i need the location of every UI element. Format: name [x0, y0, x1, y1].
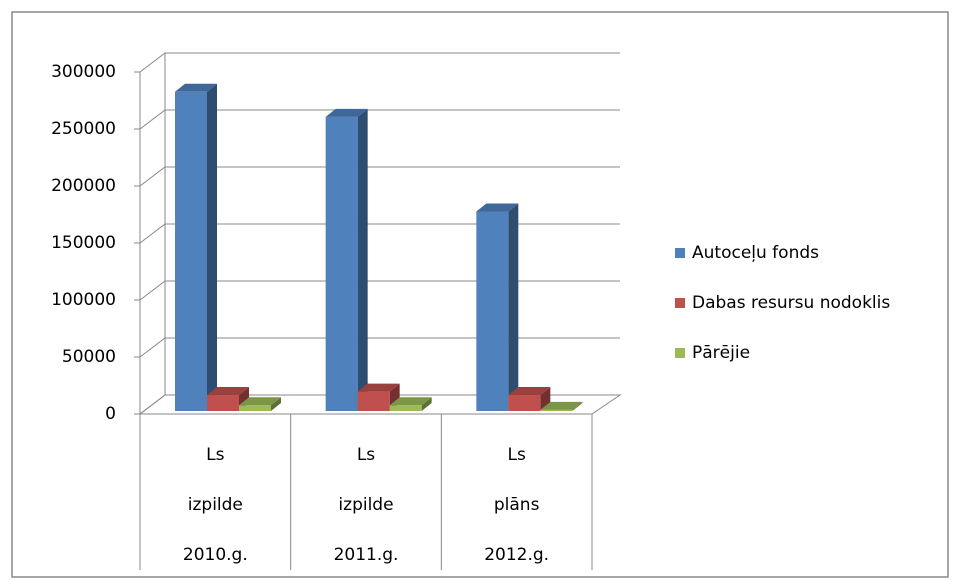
bar [476, 211, 509, 411]
grid-line [139, 337, 620, 358]
x-tick-label: 2010.g. [183, 545, 248, 565]
legend-swatch [675, 248, 685, 258]
bar [207, 395, 239, 411]
bar-top [357, 383, 400, 392]
grid-line [139, 52, 620, 73]
bar-side [572, 401, 583, 411]
y-tick-label: 200000 [51, 176, 116, 196]
y-tick-label: 50000 [62, 347, 116, 367]
x-tick-label: Ls [357, 445, 375, 465]
y-tick-label: 100000 [51, 290, 116, 310]
y-tick-label: 150000 [51, 233, 116, 253]
legend-swatch [675, 348, 685, 358]
bar [389, 405, 422, 411]
bar-top [476, 203, 519, 212]
bar [508, 395, 541, 411]
y-tick-label: 250000 [51, 119, 116, 139]
bar-side [357, 108, 368, 411]
x-tick-label: Ls [206, 445, 224, 465]
bar [175, 91, 207, 412]
bar [239, 405, 271, 411]
bar-top [207, 387, 249, 396]
bar [357, 391, 390, 411]
bar-top [175, 83, 217, 92]
x-tick-label: plāns [494, 495, 540, 515]
bar-side [421, 397, 432, 411]
grid-line [139, 394, 620, 415]
y-tick-label: 0 [105, 404, 116, 424]
grid-line [139, 166, 620, 187]
grid-line [139, 109, 620, 130]
bar-top [540, 401, 583, 410]
bar-side [271, 397, 281, 411]
y-tick-label: 300000 [51, 62, 116, 82]
bar-top [325, 108, 368, 117]
legend-label: Autoceļu fonds [692, 243, 819, 263]
x-tick-label: izpilde [338, 495, 393, 515]
grid-line [139, 280, 620, 301]
bar [325, 116, 358, 411]
bar-top [508, 387, 551, 396]
x-tick-label: 2012.g. [484, 545, 549, 565]
bar-top [239, 397, 281, 406]
x-tick-label: Ls [508, 445, 526, 465]
x-tick-label: izpilde [188, 495, 243, 515]
bar-side [207, 83, 217, 412]
legend-label: Dabas resursu nodoklis [692, 293, 890, 313]
bar-side [508, 203, 519, 411]
bar-top [389, 397, 432, 406]
x-tick-label: 2011.g. [334, 545, 399, 565]
bar [540, 409, 573, 411]
legend-swatch [675, 298, 685, 308]
legend-label: Pārējie [692, 343, 750, 363]
grid-line [139, 223, 620, 244]
bar-side [540, 387, 551, 411]
